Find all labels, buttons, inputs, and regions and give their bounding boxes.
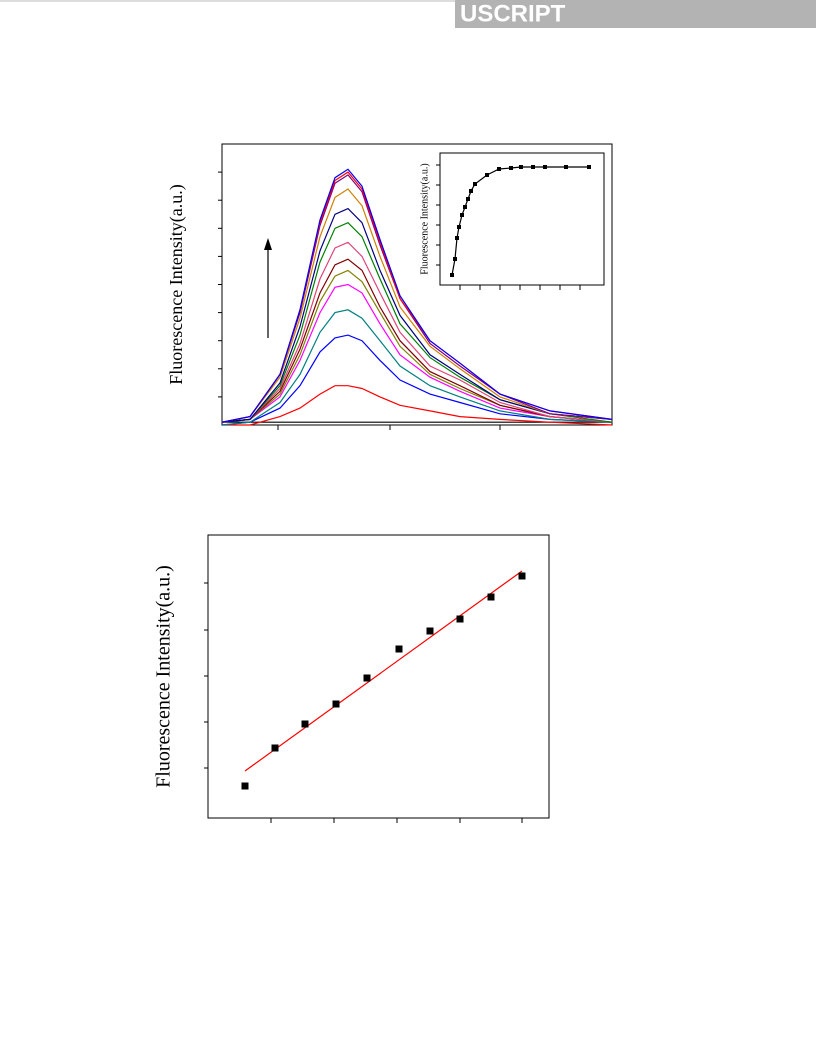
- point: [332, 700, 340, 708]
- y-axis-label: Fluorescence Intensity(a.u.): [153, 565, 175, 788]
- spectrum-line: [451, 166, 589, 276]
- point: [395, 645, 403, 653]
- spectrum-line: [221, 334, 613, 426]
- plot-frame: [207, 534, 550, 819]
- point: [456, 615, 464, 623]
- marker: [519, 165, 523, 169]
- spectrum-line: [221, 269, 613, 423]
- spectrum-line: [221, 258, 613, 423]
- marker: [564, 165, 568, 169]
- point: [301, 720, 309, 728]
- marker: [485, 173, 489, 177]
- spectrum-line: [221, 283, 613, 423]
- marker: [453, 257, 457, 261]
- plot-frame: [439, 152, 605, 286]
- y-axis-label: Fluorescence Intensity(a.u.): [419, 163, 430, 274]
- marker: [466, 197, 470, 201]
- arrow-head: [264, 238, 272, 250]
- point: [271, 744, 279, 752]
- marker: [457, 225, 461, 229]
- y-axis-label: Fluorescence Intensity(a.u.): [166, 184, 187, 384]
- marker: [455, 236, 459, 240]
- marker: [450, 273, 454, 277]
- header-bar: [455, 0, 816, 28]
- point: [518, 572, 526, 580]
- spectrum-line: [221, 207, 613, 423]
- spectrum-line: [222, 385, 613, 426]
- marker: [473, 182, 477, 186]
- spectrum-line: [221, 221, 613, 423]
- marker: [497, 167, 501, 171]
- marker: [543, 165, 547, 169]
- marker: [509, 166, 513, 170]
- spectrum-line: [221, 168, 613, 423]
- marker: [460, 213, 464, 217]
- marker: [531, 165, 535, 169]
- marker: [469, 189, 473, 193]
- spectrum-line: [221, 241, 613, 423]
- point: [487, 593, 495, 601]
- spectrum-line: [221, 188, 613, 423]
- fit-line: [244, 570, 523, 772]
- point: [426, 627, 434, 635]
- header-text: USCRIPT: [460, 0, 566, 27]
- point: [363, 674, 371, 682]
- spectrum-line: [221, 309, 613, 426]
- marker: [463, 205, 467, 209]
- marker: [587, 165, 591, 169]
- point: [241, 782, 249, 790]
